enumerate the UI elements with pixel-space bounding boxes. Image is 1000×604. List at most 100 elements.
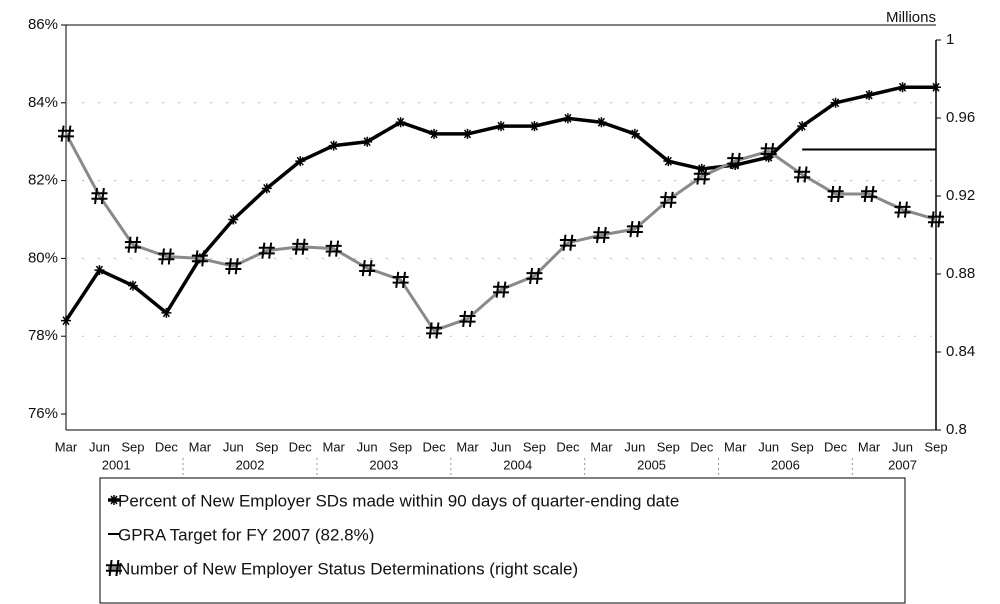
legend-label: Number of New Employer Status Determinat… (118, 559, 578, 578)
legend-marker (106, 559, 122, 577)
star-marker (897, 82, 908, 93)
star-marker (94, 265, 105, 276)
star-marker (61, 315, 71, 326)
hash-marker (191, 250, 208, 267)
hash-marker (794, 166, 811, 183)
hash-marker (593, 226, 610, 244)
x-tick-label: Mar (322, 439, 345, 454)
y-tick-label: 86% (28, 16, 58, 33)
x-tick-label: Mar (858, 439, 881, 454)
hash-marker (426, 322, 443, 339)
star-marker (496, 121, 506, 132)
star-marker (328, 140, 339, 151)
star-marker (696, 163, 707, 174)
star-marker (562, 113, 573, 124)
x-tick-label: Jun (89, 439, 110, 454)
star-marker (261, 183, 272, 194)
hash-marker (526, 267, 543, 285)
hash-marker (91, 187, 108, 205)
star-marker (529, 121, 540, 132)
hash-marker (124, 236, 141, 253)
x-tick-label: Mar (55, 439, 78, 454)
star-marker (596, 117, 607, 128)
x-tick-label: Sep (121, 439, 144, 454)
hash-marker (727, 152, 744, 170)
hash-marker (325, 240, 342, 257)
star-marker (730, 160, 741, 171)
x-tick-label: Dec (824, 439, 848, 454)
hash-marker (928, 211, 944, 228)
y-tick-label: 80% (28, 249, 58, 266)
star-marker (395, 117, 406, 128)
y-tick-label: 76% (28, 405, 58, 422)
hash-marker (827, 185, 844, 203)
x-tick-label: Jun (491, 439, 512, 454)
star-marker (228, 214, 239, 225)
x-tick-label: Jun (357, 439, 378, 454)
hash-marker (158, 248, 175, 265)
legend-label: GPRA Target for FY 2007 (82.8%) (118, 525, 374, 544)
star-marker (462, 128, 473, 139)
hash-marker (693, 168, 710, 185)
legend-marker (109, 495, 119, 505)
year-label: 2004 (503, 457, 532, 472)
year-label: 2006 (771, 457, 800, 472)
hash-marker (894, 201, 911, 218)
x-tick-label: Sep (791, 439, 814, 454)
x-tick-label: Sep (389, 439, 412, 454)
x-tick-label: Dec (289, 439, 313, 454)
x-tick-label: Mar (724, 439, 747, 454)
year-label: 2003 (369, 457, 398, 472)
legend (99, 477, 906, 604)
x-tick-label: Dec (690, 439, 714, 454)
series-line (64, 132, 937, 333)
hash-marker (225, 258, 242, 275)
x-tick-label: Sep (523, 439, 546, 454)
star-marker (362, 136, 373, 147)
year-label: 2002 (236, 457, 265, 472)
star-marker (864, 90, 875, 101)
star-marker (763, 152, 774, 163)
year-label: 2005 (637, 457, 666, 472)
hash-marker (861, 185, 878, 203)
x-tick-label: Dec (423, 439, 447, 454)
hash-marker (559, 234, 576, 251)
y2-tick-label: 0.92 (946, 187, 975, 204)
x-tick-label: Mar (456, 439, 479, 454)
y-tick-label: 82% (28, 172, 58, 189)
x-tick-label: Sep (255, 439, 278, 454)
x-tick-label: Mar (189, 439, 212, 454)
star-marker (830, 97, 841, 108)
x-tick-label: Sep (657, 439, 680, 454)
x-tick-label: Dec (155, 439, 179, 454)
x-tick-label: Jun (892, 439, 913, 454)
hash-marker (392, 271, 409, 288)
year-label: 2001 (102, 457, 131, 472)
hash-marker (359, 260, 376, 277)
x-tick-label: Dec (556, 439, 580, 454)
hash-marker (626, 221, 643, 238)
y2-tick-label: 0.88 (946, 265, 975, 282)
star-marker (161, 307, 172, 318)
hash-marker (760, 143, 777, 160)
hash-marker (258, 242, 275, 259)
y2-tick-label: 1 (946, 31, 954, 48)
hash-marker (493, 281, 509, 298)
hash-marker (58, 125, 74, 142)
x-tick-label: Jun (758, 439, 779, 454)
x-tick-label: Sep (924, 439, 947, 454)
hash-marker (660, 191, 677, 209)
hash-marker (292, 238, 309, 255)
star-marker (127, 280, 138, 291)
x-tick-label: Mar (590, 439, 613, 454)
y2-tick-label: 0.96 (946, 109, 975, 126)
star-marker (931, 82, 941, 93)
y2-tick-label: 0.8 (946, 421, 967, 438)
x-tick-label: Jun (624, 439, 645, 454)
year-label: 2007 (888, 457, 917, 472)
star-marker (629, 128, 640, 139)
y-tick-label: 78% (28, 327, 58, 344)
star-marker (797, 121, 808, 132)
y2-axis-title: Millions (886, 9, 936, 26)
